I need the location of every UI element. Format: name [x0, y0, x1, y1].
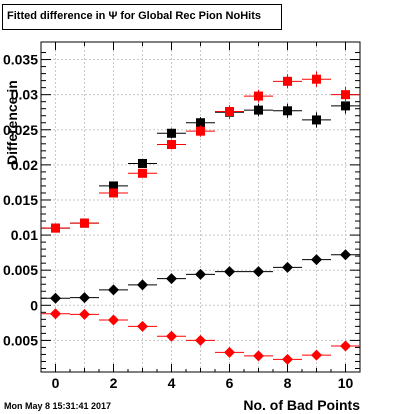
data-point-diamond [166, 273, 177, 285]
y-tick-label: 0.005 [3, 332, 38, 348]
data-point-diamond [108, 284, 119, 296]
data-point-diamond [282, 353, 293, 365]
data-point-square [283, 76, 292, 86]
series-2 [41, 249, 360, 304]
data-point-diamond [340, 340, 351, 352]
data-point-diamond [224, 266, 235, 278]
timestamp: Mon May 8 15:31:41 2017 [4, 401, 112, 411]
data-point-diamond [340, 249, 351, 261]
data-point-diamond [224, 346, 235, 358]
x-tick-label: 0 [52, 375, 60, 391]
data-point-square [341, 101, 350, 111]
data-point-diamond [50, 308, 61, 320]
data-point-square [283, 106, 292, 116]
data-point-diamond [166, 330, 177, 342]
data-series [41, 71, 360, 365]
data-point-square [51, 223, 60, 233]
data-point-square [167, 140, 176, 150]
data-point-square [312, 74, 321, 84]
series-0 [41, 98, 360, 233]
x-tick-label: 10 [338, 375, 354, 391]
data-point-diamond [282, 261, 293, 273]
data-point-square [254, 105, 263, 115]
chart-title: Fitted difference in Ψ for Global Rec Pi… [7, 10, 261, 22]
data-point-square [109, 188, 118, 198]
y-tick-label: 0.02 [11, 157, 38, 173]
chart-title-box: Fitted difference in Ψ for Global Rec Pi… [2, 4, 282, 30]
x-tick-label: 4 [168, 375, 176, 391]
data-point-square [341, 90, 350, 100]
data-point-square [196, 126, 205, 136]
data-point-diamond [253, 350, 264, 362]
x-axis-label: No. of Bad Points [243, 397, 360, 413]
data-point-diamond [137, 320, 148, 332]
data-point-diamond [108, 314, 119, 326]
y-tick-label: 0 [30, 297, 38, 313]
data-point-square [138, 168, 147, 178]
y-tick-label: 0.005 [3, 262, 38, 278]
data-point-diamond [253, 266, 264, 278]
y-tick-label: 0.025 [3, 122, 38, 138]
y-tick-label: 0.015 [3, 192, 38, 208]
y-axis-label: Difference in [4, 80, 20, 165]
grid-lines [41, 42, 360, 372]
data-point-diamond [311, 254, 322, 266]
data-point-diamond [311, 349, 322, 361]
series-1 [41, 71, 360, 233]
data-point-square [138, 158, 147, 168]
x-tick-label: 8 [284, 375, 292, 391]
series-3 [41, 308, 360, 365]
y-tick-label: 0.035 [3, 52, 38, 68]
x-tick-label: 6 [226, 375, 234, 391]
data-point-diamond [195, 334, 206, 346]
data-point-diamond [137, 279, 148, 291]
data-point-square [167, 128, 176, 138]
data-point-square [254, 91, 263, 101]
y-tick-label: 0.03 [11, 87, 38, 103]
data-point-diamond [79, 308, 90, 320]
data-point-diamond [195, 268, 206, 280]
data-point-square [196, 118, 205, 128]
data-point-diamond [50, 292, 61, 304]
data-point-square [80, 218, 89, 228]
x-tick-label: 2 [110, 375, 118, 391]
data-point-diamond [79, 292, 90, 304]
data-point-square [312, 115, 321, 125]
data-point-square [109, 181, 118, 191]
y-tick-label: 0.01 [11, 227, 38, 243]
tick-labels: 0 2 4 6 8 10 0.005 0 0.005 0.01 0.015 0.02 0.025 0.03… [3, 52, 354, 391]
data-point-square [225, 107, 234, 117]
